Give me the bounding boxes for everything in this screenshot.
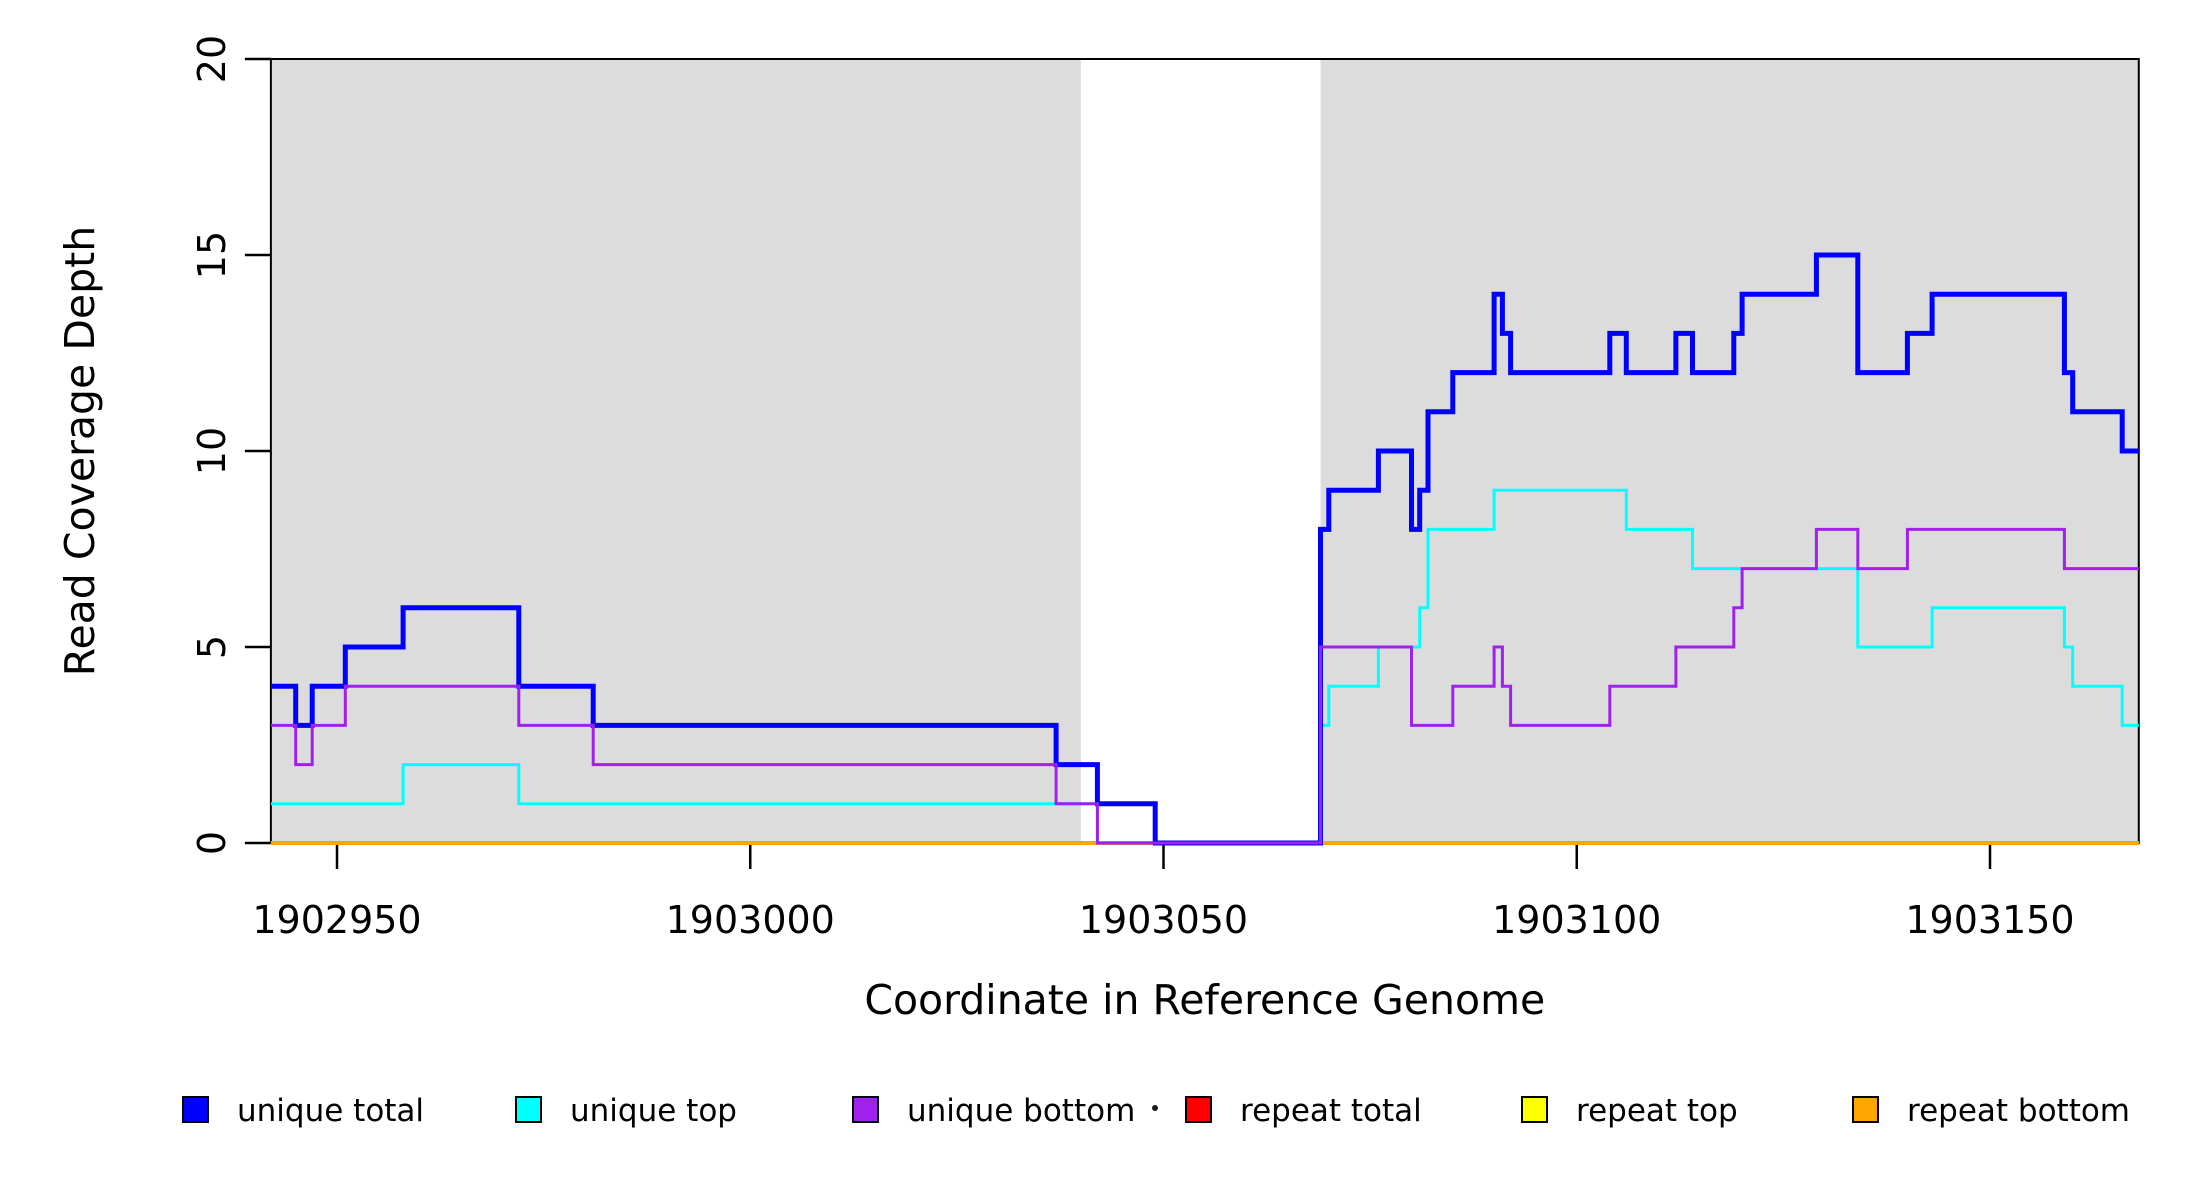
legend-swatch-unique-total	[182, 1096, 209, 1123]
legend-label-unique-bottom: unique bottom	[907, 1093, 1135, 1129]
y-axis-tick-label: 0	[190, 831, 234, 855]
y-axis-title: Read Coverage Depth	[56, 226, 104, 676]
right-gray-block	[1320, 59, 2139, 843]
legend-swatch-unique-bottom	[852, 1096, 879, 1123]
x-axis-tick-label: 1903150	[1905, 898, 2074, 942]
x-axis-tick-label: 1903000	[666, 898, 835, 942]
legend-label-unique-total: unique total	[237, 1093, 424, 1129]
left-gray-block	[270, 59, 1081, 843]
y-axis-tick-label: 10	[190, 427, 234, 475]
legend-swatch-repeat-bottom	[1852, 1096, 1879, 1123]
stray-dot-artifact	[1152, 1105, 1158, 1111]
legend-label-repeat-top: repeat top	[1576, 1093, 1738, 1129]
series-line-unique-total	[270, 252, 2139, 846]
legend-label-repeat-total: repeat total	[1240, 1093, 1422, 1129]
x-axis-tick-label: 1902950	[252, 898, 421, 942]
y-axis-tick-label: 15	[190, 231, 234, 279]
series-line-unique-bottom	[270, 527, 2139, 845]
legend-swatch-repeat-total	[1185, 1096, 1212, 1123]
legend-label-unique-top: unique top	[570, 1093, 737, 1129]
legend-swatch-unique-top	[515, 1096, 542, 1123]
legend-swatch-repeat-top	[1521, 1096, 1548, 1123]
x-axis-tick-label: 1903100	[1492, 898, 1661, 942]
y-axis-tick-label: 20	[190, 35, 234, 83]
x-axis-title: Coordinate in Reference Genome	[864, 976, 1545, 1024]
legend-label-repeat-bottom: repeat bottom	[1907, 1093, 2130, 1129]
y-axis-tick-label: 5	[190, 635, 234, 659]
x-axis-tick-label: 1903050	[1079, 898, 1248, 942]
